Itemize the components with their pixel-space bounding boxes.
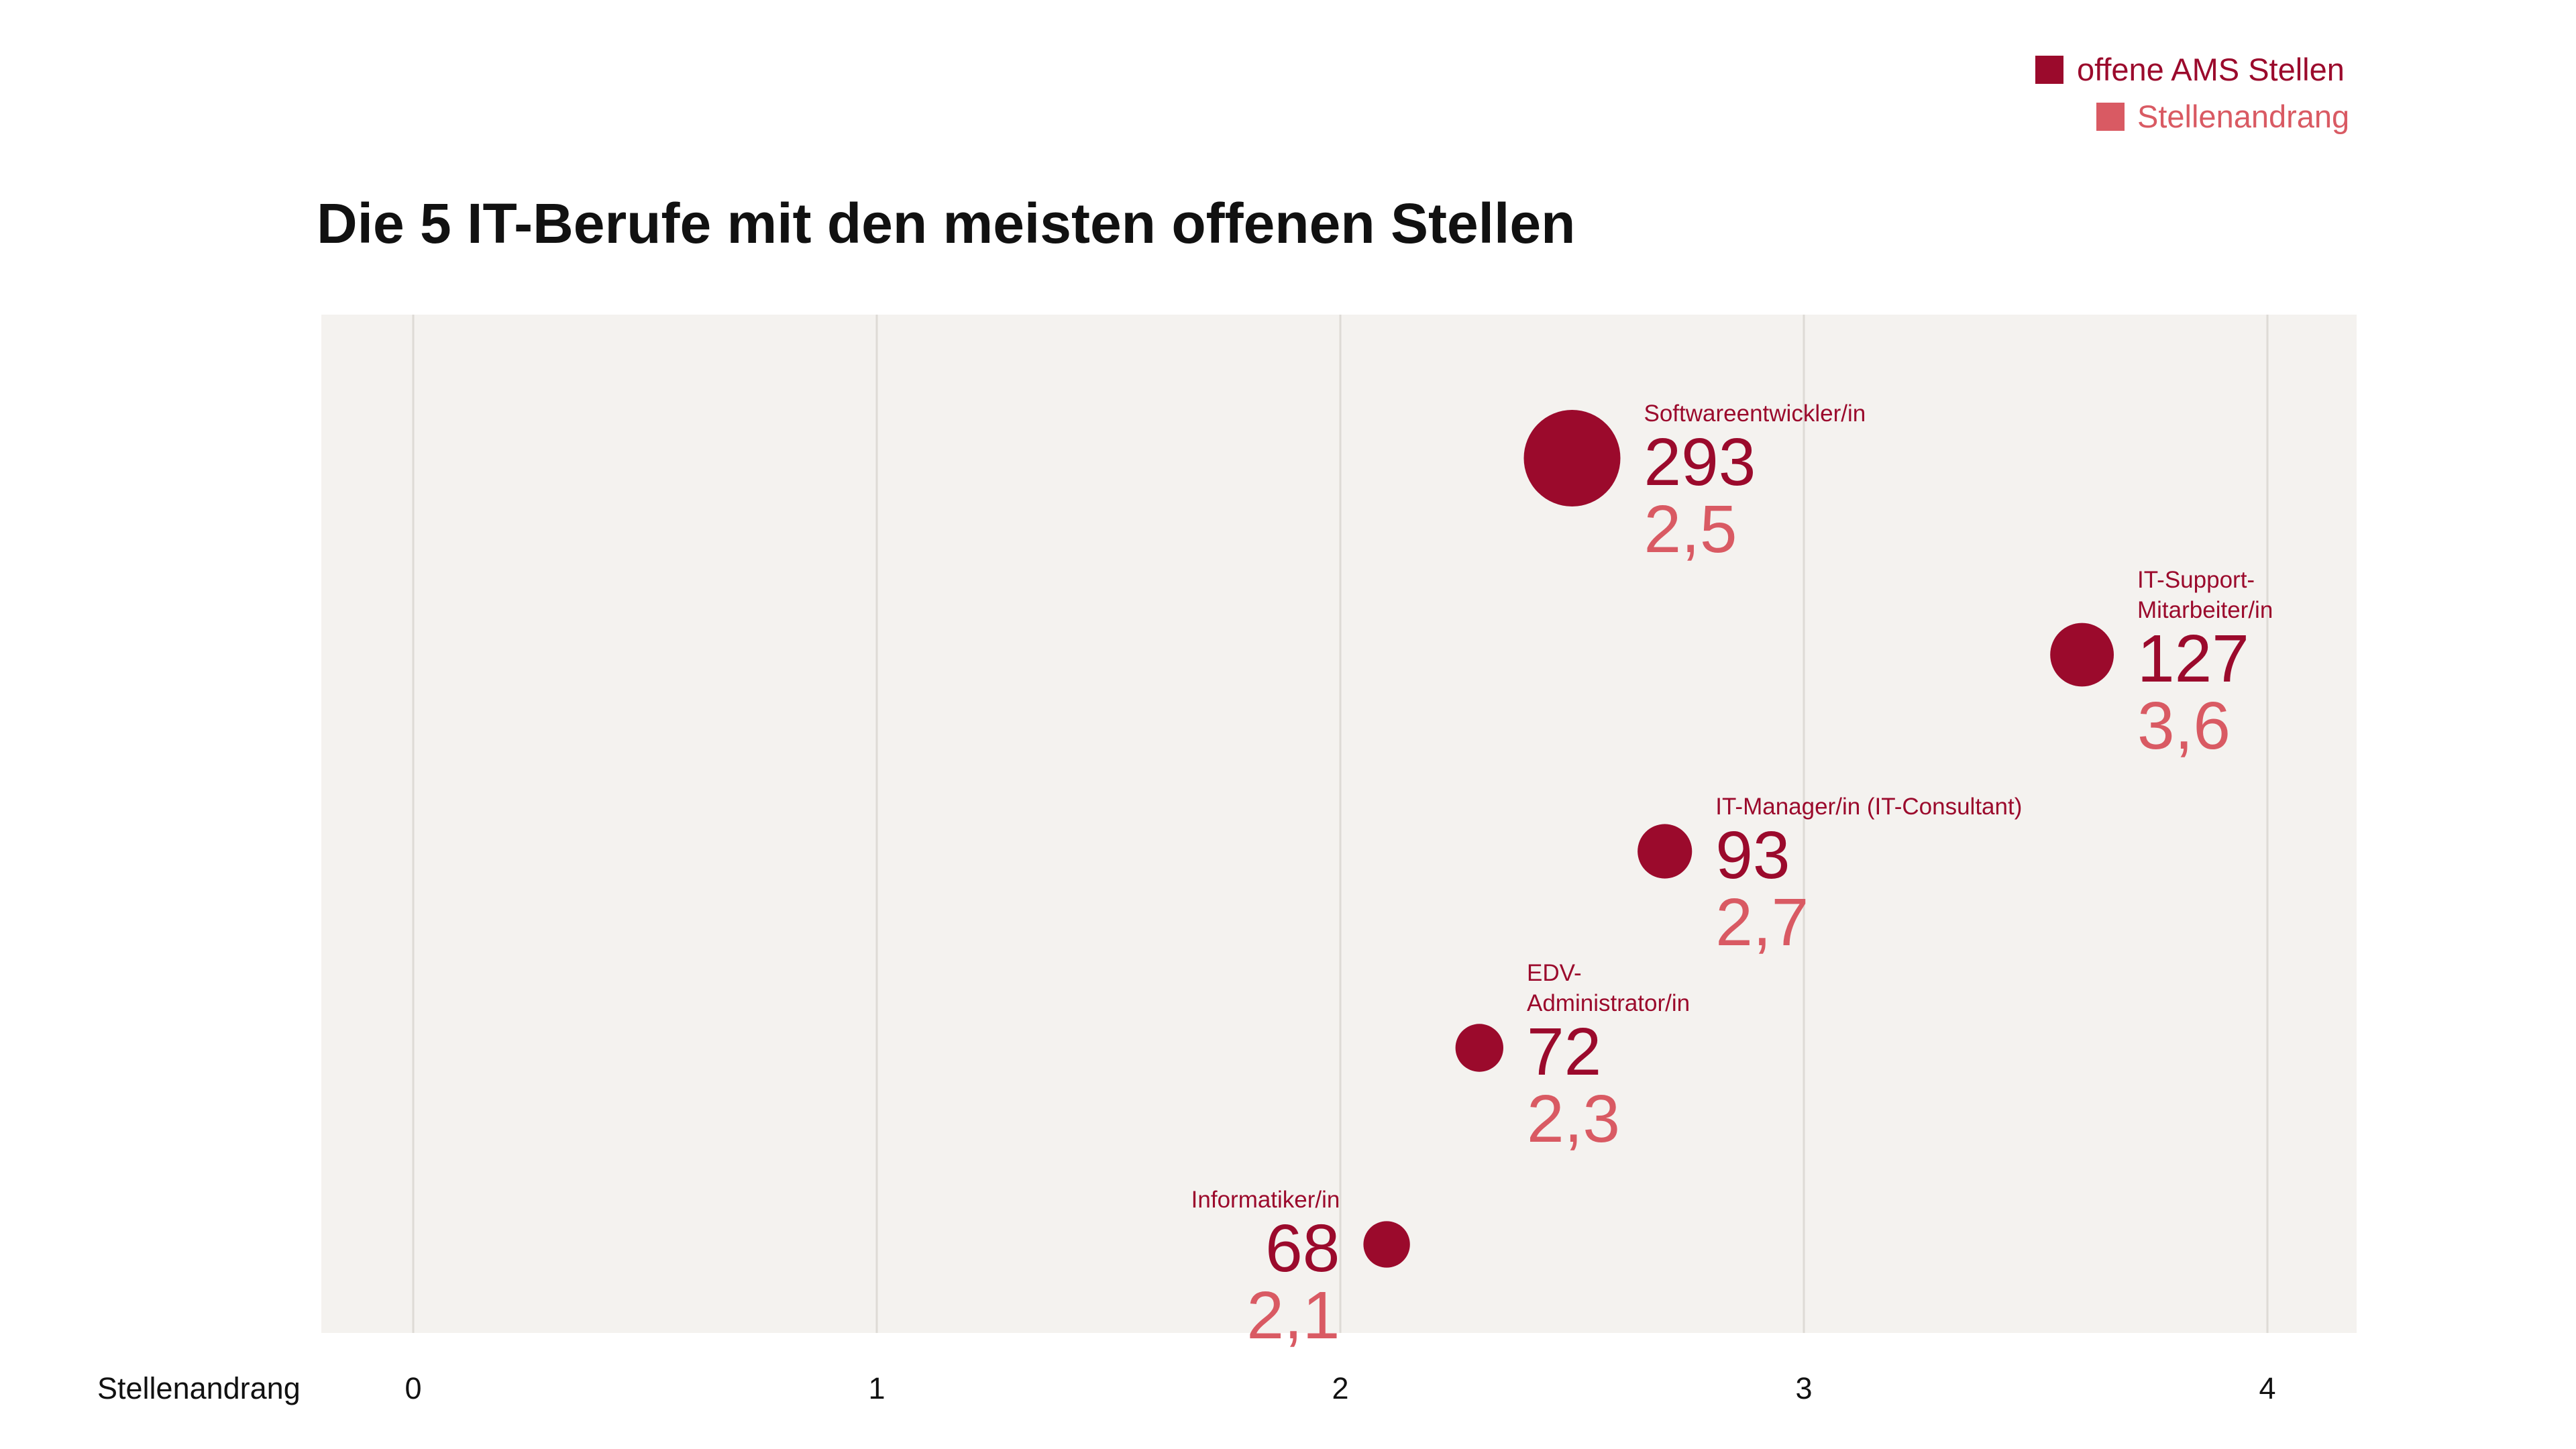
point-label: Administrator/in xyxy=(1527,990,1690,1016)
point-label: Informatiker/in xyxy=(1191,1187,1340,1213)
x-tick-label-4: 4 xyxy=(2259,1371,2275,1405)
bubble xyxy=(2050,623,2114,687)
stellenandrang-value: 2,5 xyxy=(1644,492,1737,567)
data-point: IT-Manager/in (IT-Consultant)932,7 xyxy=(1638,794,2022,960)
offene-stellen-value: 93 xyxy=(1715,818,1790,893)
legend-swatch-offene-stellen xyxy=(2035,56,2063,84)
bubble xyxy=(1363,1221,1410,1268)
stellenandrang-value: 2,1 xyxy=(1246,1278,1340,1353)
bubble xyxy=(1523,410,1621,506)
point-label: IT-Manager/in (IT-Consultant) xyxy=(1715,794,2022,820)
legend-swatch-stellenandrang xyxy=(2096,103,2125,131)
legend-label-stellenandrang: Stellenandrang xyxy=(2137,99,2349,134)
point-label: EDV- xyxy=(1527,960,1582,986)
stellenandrang-value: 3,6 xyxy=(2137,688,2231,763)
legend-label-offene-stellen: offene AMS Stellen xyxy=(2077,52,2345,87)
x-tick-label-2: 2 xyxy=(1332,1371,1348,1405)
x-tick-label-0: 0 xyxy=(405,1371,421,1405)
point-label: Softwareentwickler/in xyxy=(1644,400,1866,427)
offene-stellen-value: 293 xyxy=(1644,425,1756,500)
x-tick-label-3: 3 xyxy=(1795,1371,1812,1405)
point-label: Mitarbeiter/in xyxy=(2137,597,2273,623)
offene-stellen-value: 127 xyxy=(2137,621,2249,696)
gridlines xyxy=(412,315,2269,1333)
stellenandrang-value: 2,3 xyxy=(1527,1081,1620,1157)
x-tick-label-1: 1 xyxy=(868,1371,885,1405)
bubble xyxy=(1638,824,1693,879)
chart-title: Die 5 IT-Berufe mit den meisten offenen … xyxy=(317,192,1575,255)
offene-stellen-value: 72 xyxy=(1527,1014,1601,1089)
stellenandrang-value: 2,7 xyxy=(1715,885,1809,960)
legend: offene AMS Stellen Stellenandrang xyxy=(2035,52,2349,134)
offene-stellen-value: 68 xyxy=(1265,1211,1340,1286)
plot-area xyxy=(321,315,2357,1333)
x-axis-ticks: 0 1 2 3 4 xyxy=(405,1371,2275,1405)
point-label: IT-Support- xyxy=(2137,567,2255,593)
x-axis-label: Stellenandrang xyxy=(97,1371,301,1405)
bubble xyxy=(1455,1024,1503,1072)
